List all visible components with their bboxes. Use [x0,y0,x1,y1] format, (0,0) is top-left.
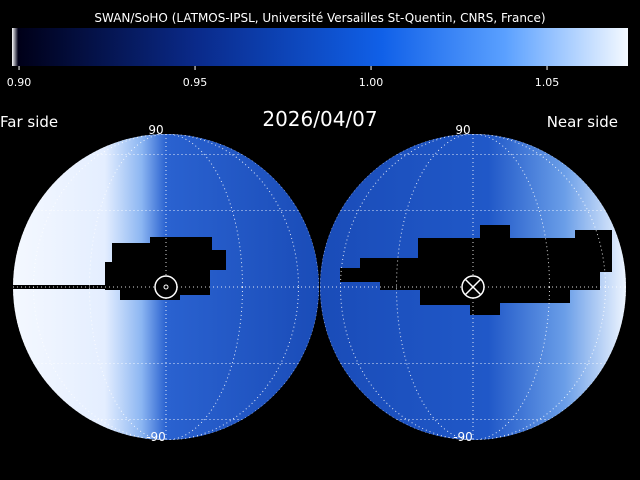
map-label: Near side [547,113,618,131]
sun-marker-dot [163,284,169,290]
colorbar [12,28,628,66]
meridian [396,134,550,440]
lat-label: 90 [148,123,163,137]
lat-label: -90 [146,430,166,444]
antisun-cross [464,278,482,296]
lat-label: -90 [453,430,473,444]
map-label: Far side [0,113,58,131]
date: 2026/04/07 [262,107,377,131]
colorbar-ticks: 0.90 0.95 1.00 1.05 [7,66,560,89]
colorbar-tick-label: 1.00 [359,76,384,89]
colorbar-tick-label: 0.95 [183,76,208,89]
far-side-mask [13,237,226,300]
colorbar-tick-label: 0.90 [7,76,32,89]
lat-label: 90 [455,123,470,137]
colorbar-tick-label: 1.05 [535,76,560,89]
near-side-mask [340,225,612,315]
title: SWAN/SoHO (LATMOS-IPSL, Université Versa… [94,11,545,25]
sun-marker [154,275,178,299]
meridian [89,134,243,440]
